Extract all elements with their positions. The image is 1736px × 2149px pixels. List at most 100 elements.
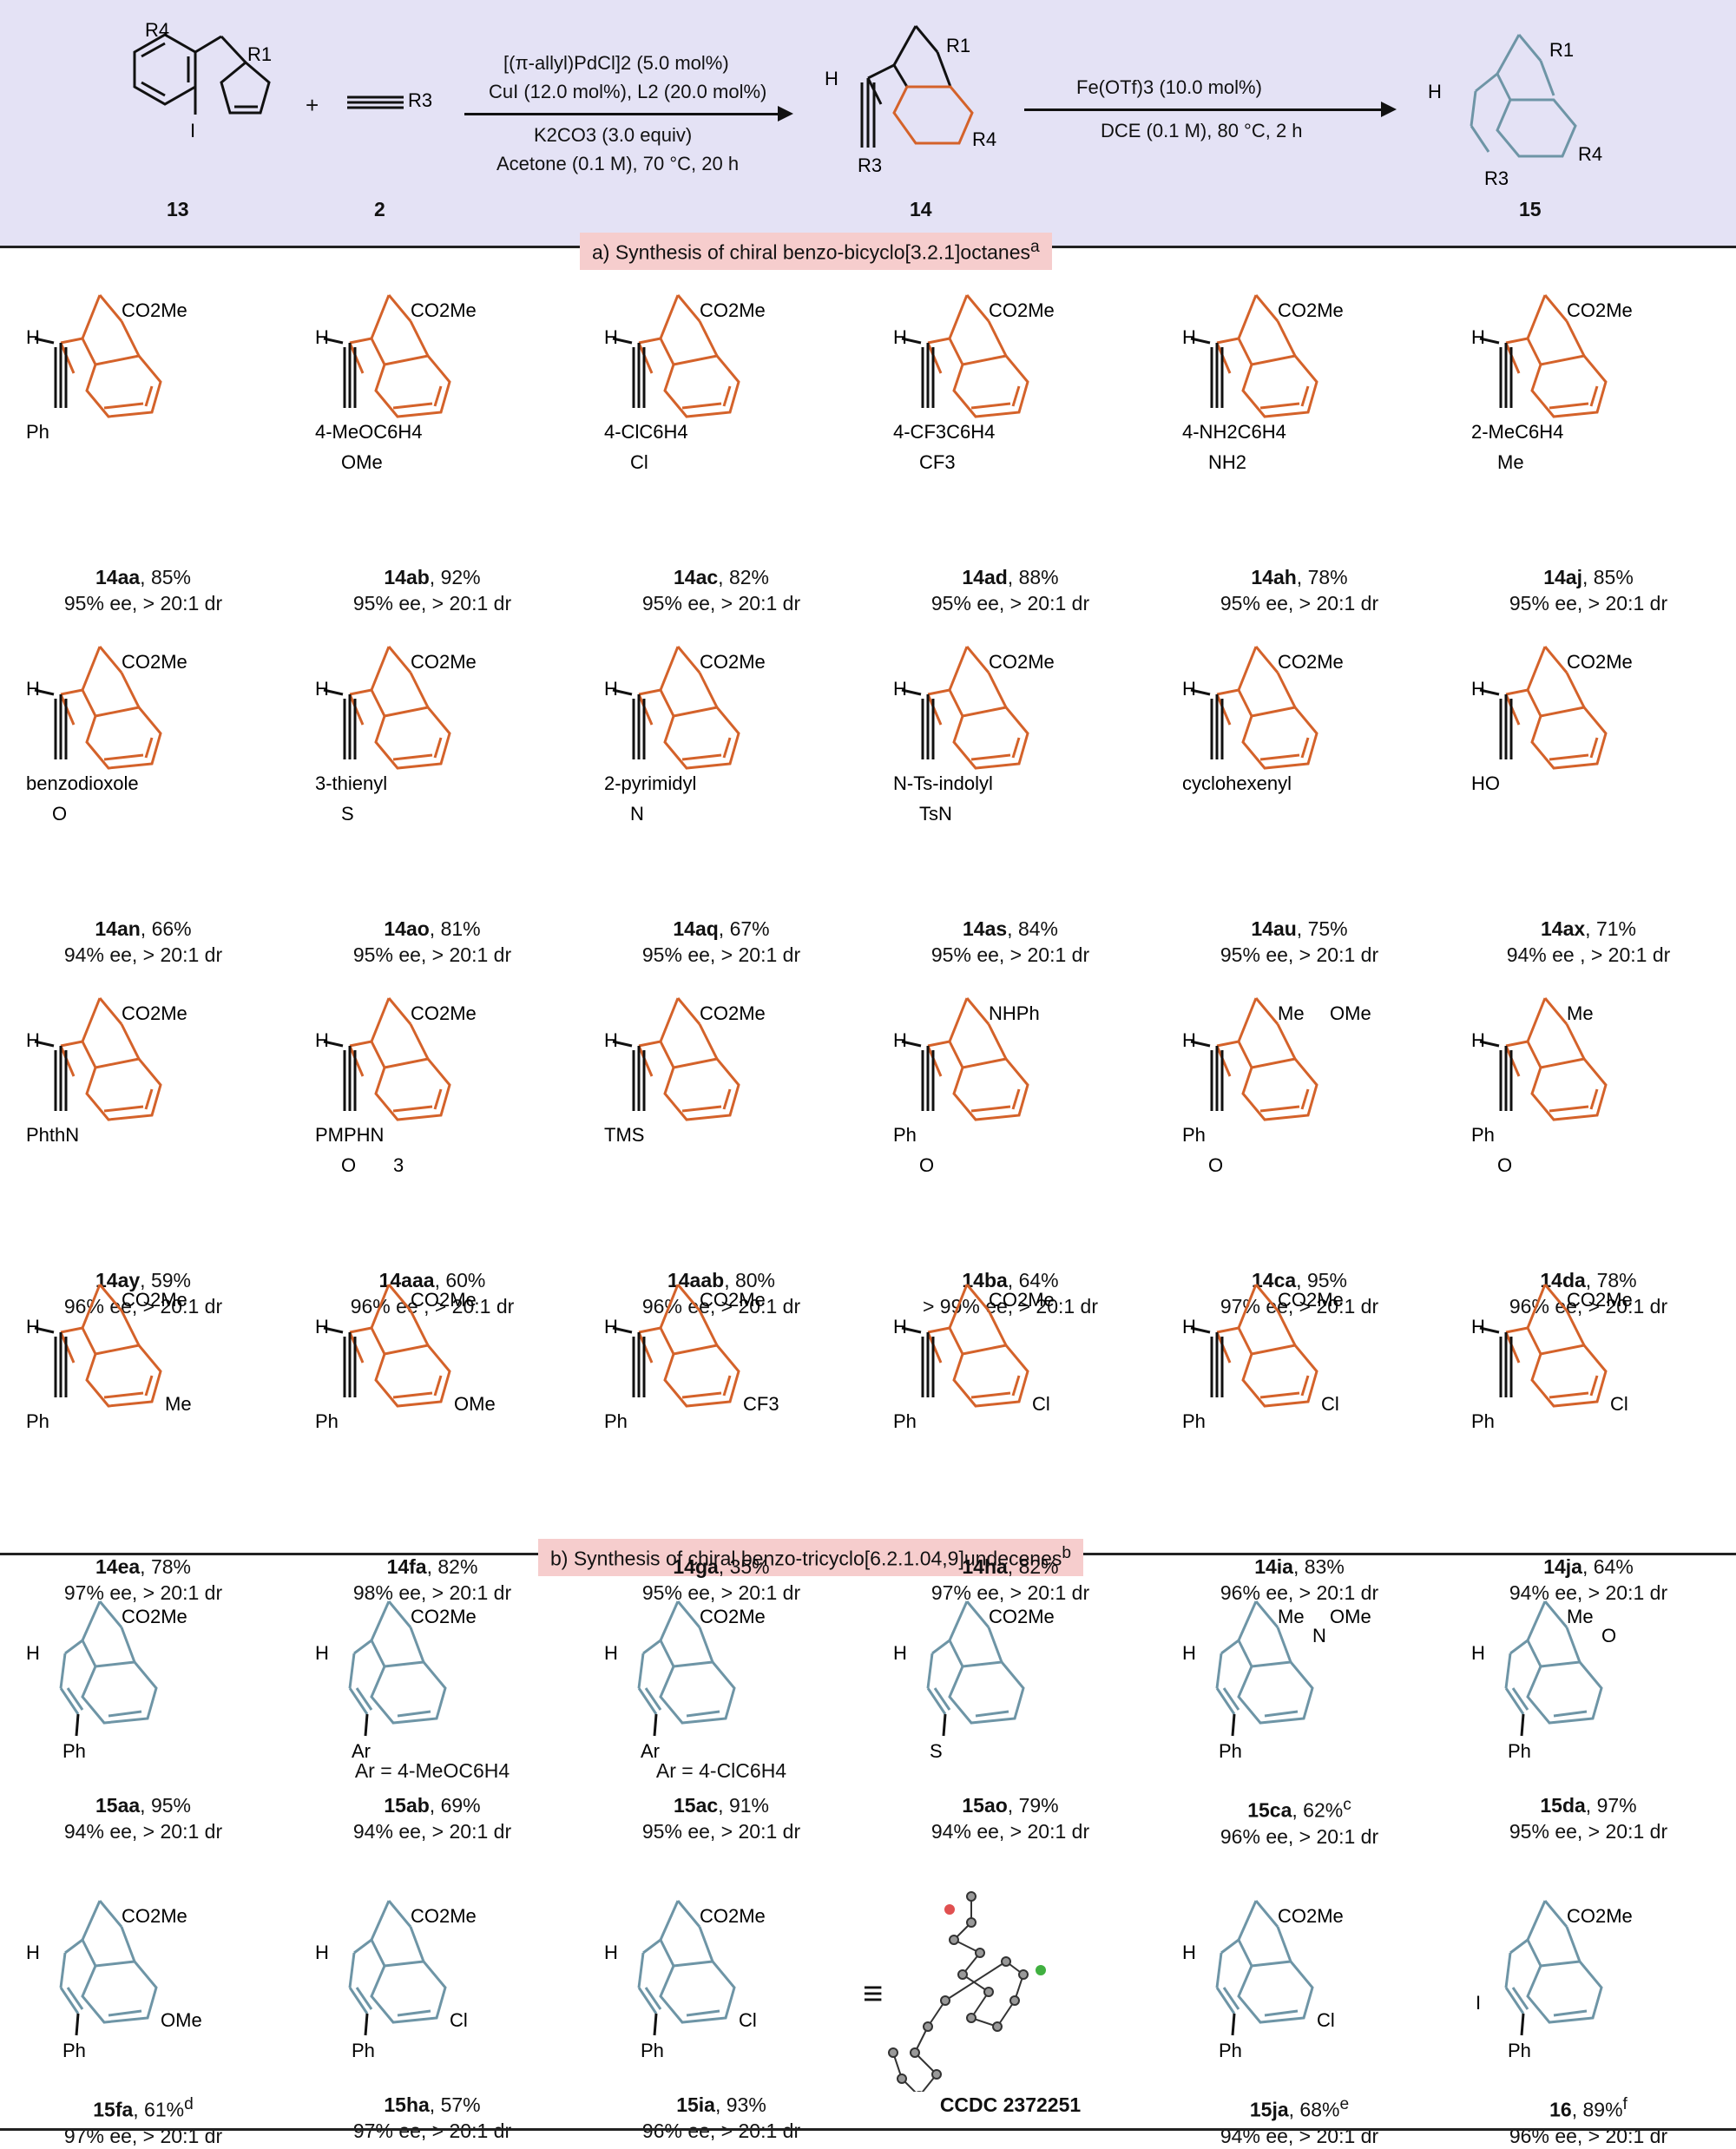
b-product-15fa: H CO2Me Ph OMe 15fa, 61%d 97% ee, > 20:1 dr: [0, 1879, 286, 2147]
r1-label: CO2Me: [989, 1606, 1055, 1627]
svg-text:R3: R3: [858, 154, 882, 176]
substituent-label: CF3: [919, 451, 956, 473]
r3-label: Ph: [26, 421, 49, 443]
a-product-14aa: H CO2Me Ph 14aa, 85% 95% ee, > 20:1 dr: [0, 269, 286, 616]
step1-condition-3: K2CO3 (3.0 equiv): [534, 124, 693, 146]
product-caption: 14ja, 64% 94% ee, > 20:1 dr: [1445, 1554, 1732, 1606]
product-caption: 15ac, 91% 95% ee, > 20:1 dr: [578, 1792, 865, 1844]
bottom-rule: [0, 2128, 1736, 2131]
a-product-14aq: H CO2Me 2-pyrimidyl N 14aq, 67% 95% ee, > 20:…: [578, 621, 865, 968]
product-caption: 15ja, 68%e 94% ee, > 20:1 dr: [1156, 2092, 1443, 2149]
selectivity: 95% ee, > 20:1 dr: [352, 943, 512, 966]
h-label: H: [1471, 326, 1485, 348]
h-label: H: [315, 1642, 329, 1664]
r3-label: Ph: [1182, 1124, 1206, 1146]
b-product-16: I CO2Me Ph 16, 89%f 96% ee, > 20:1 dr: [1445, 1879, 1732, 2147]
product-caption: CCDC 2372251: [867, 2092, 1154, 2118]
yield: , 93%: [714, 2093, 766, 2116]
selectivity: 94% ee, > 20:1 dr: [1220, 2124, 1379, 2147]
svg-text:R1: R1: [247, 43, 272, 65]
b-product-15ha: H CO2Me Ph Cl 15ha, 57% 97% ee, > 20:1 dr: [289, 1879, 575, 2142]
h-label: H: [315, 326, 329, 348]
r3-label: Ph: [893, 1124, 917, 1146]
r1-label: CO2Me: [122, 651, 187, 673]
svg-text:R4: R4: [972, 128, 996, 150]
yield: , 84%: [1007, 917, 1058, 940]
selectivity: 96% ee, > 20:1 dr: [1509, 2124, 1668, 2147]
product-caption: 14an, 66% 94% ee, > 20:1 dr: [0, 916, 286, 968]
r3-label: Ph: [1471, 1410, 1495, 1432]
substituent-label: OMe: [341, 451, 383, 473]
r3-label: 4-ClC6H4: [604, 421, 688, 443]
selectivity: 95% ee, > 20:1 dr: [641, 943, 801, 966]
compound-id: 16: [1549, 2098, 1572, 2121]
structure-14aq: H CO2Me 2-pyrimidyl N: [604, 646, 766, 825]
yield: , 92%: [429, 566, 481, 588]
h-label: H: [1182, 1029, 1196, 1051]
r4-label: OMe: [454, 1393, 496, 1415]
r3-label: Ph: [1508, 1740, 1531, 1762]
structure-15ha: H CO2Me Ph Cl: [315, 1900, 477, 2061]
product-caption: 16, 89%f 96% ee, > 20:1 dr: [1445, 2092, 1732, 2149]
h-label: H: [26, 1316, 40, 1337]
b-product-15ab: H CO2Me Ar Ar = 4-MeOC6H4 15ab, 69% 94% ee, >…: [289, 1580, 575, 1843]
r3-label: 2-MeC6H4: [1471, 421, 1563, 443]
product-caption: 15aa, 95% 94% ee, > 20:1 dr: [0, 1792, 286, 1844]
a-product-14ad: H CO2Me 4-CF3C6H4 CF3 14ad, 88% 95% ee, > 20:…: [867, 269, 1154, 616]
h-label: H: [26, 678, 40, 700]
a-product-14aj: H CO2Me 2-MeC6H4 Me 14aj, 85% 95% ee, > 20:1 …: [1445, 269, 1732, 616]
product-caption: 14aa, 85% 95% ee, > 20:1 dr: [0, 564, 286, 616]
yield: , 82%: [718, 566, 769, 588]
r3-label: S: [930, 1740, 943, 1762]
h-label: H: [315, 678, 329, 700]
product-caption: 14au, 75% 95% ee, > 20:1 dr: [1156, 916, 1443, 968]
r3-label: 3-thienyl: [315, 772, 387, 794]
product-caption: 14ab, 92% 95% ee, > 20:1 dr: [289, 564, 575, 616]
selectivity: 94% ee, > 20:1 dr: [930, 1820, 1090, 1843]
svg-text:I: I: [190, 120, 195, 141]
selectivity: 95% ee, > 20:1 dr: [930, 943, 1090, 966]
r3-label: TMS: [604, 1124, 644, 1146]
substituent-label: O: [1208, 1154, 1223, 1176]
yield: , 75%: [1296, 917, 1348, 940]
a-product-14ha: H CO2Me Ph Cl 14ha, 82% 97% ee, > 20:1 dr: [867, 1259, 1154, 1606]
selectivity: 94% ee, > 20:1 dr: [352, 1820, 512, 1843]
structure-14da: H Me PhO: [1471, 997, 1608, 1176]
step2-condition-1: Fe(OTf)3 (10.0 mol%): [1076, 76, 1262, 98]
product-caption: 15ca, 62%c 96% ee, > 20:1 dr: [1156, 1792, 1443, 1850]
yield: , 85%: [1581, 566, 1634, 588]
product-caption: 14ha, 82% 97% ee, > 20:1 dr: [867, 1554, 1154, 1606]
yield: , 95%: [140, 1794, 191, 1817]
r3-label: Ph: [315, 1410, 339, 1432]
a-product-14an: H CO2Me benzodioxole O 14an, 66% 94% ee, > 20…: [0, 621, 286, 968]
structure-14ga: H CO2Me Ph CF3: [604, 1284, 779, 1432]
h-label: H: [604, 1642, 618, 1664]
yield: , 85%: [140, 566, 191, 588]
structure-14ab: H CO2Me 4-MeOC6H4 OMe: [315, 294, 477, 473]
r1-label: Me: [1567, 1606, 1594, 1627]
svg-text:H: H: [1428, 81, 1442, 102]
a-product-14as: H CO2Me N-Ts-indolyl TsN 14as, 84% 95% ee, > …: [867, 621, 1154, 968]
r4-label: CF3: [743, 1393, 779, 1415]
structure-16: I CO2Me Ph: [1476, 1900, 1633, 2061]
r4-label: Cl: [1317, 2009, 1335, 2031]
step2-arrow: [1024, 102, 1397, 117]
product-caption: 15ab, 69% 94% ee, > 20:1 dr: [289, 1792, 575, 1844]
aryl-definition: Ar = 4-ClC6H4: [655, 1759, 787, 1782]
r1-label: CO2Me: [700, 651, 766, 673]
r3-label: Ar: [352, 1740, 371, 1762]
r4-label: Cl: [1610, 1393, 1628, 1415]
h-label: H: [893, 1029, 907, 1051]
yield: , 78%: [1296, 566, 1348, 588]
step1-arrow: [464, 106, 793, 122]
h-label: H: [1471, 1642, 1485, 1664]
r1-label: CO2Me: [700, 1002, 766, 1024]
product-caption: 14aq, 67% 95% ee, > 20:1 dr: [578, 916, 865, 968]
equivalent-sign: ≡: [863, 1975, 884, 2013]
structure-15da: H Me O Ph: [1471, 1600, 1616, 1762]
r3-label: 4-CF3C6H4: [893, 421, 995, 443]
substituent-label: S: [341, 803, 354, 825]
r1-label: CO2Me: [1567, 299, 1633, 321]
r3-label: 4-NH2C6H4: [1182, 421, 1286, 443]
yield: , 66%: [140, 917, 192, 940]
